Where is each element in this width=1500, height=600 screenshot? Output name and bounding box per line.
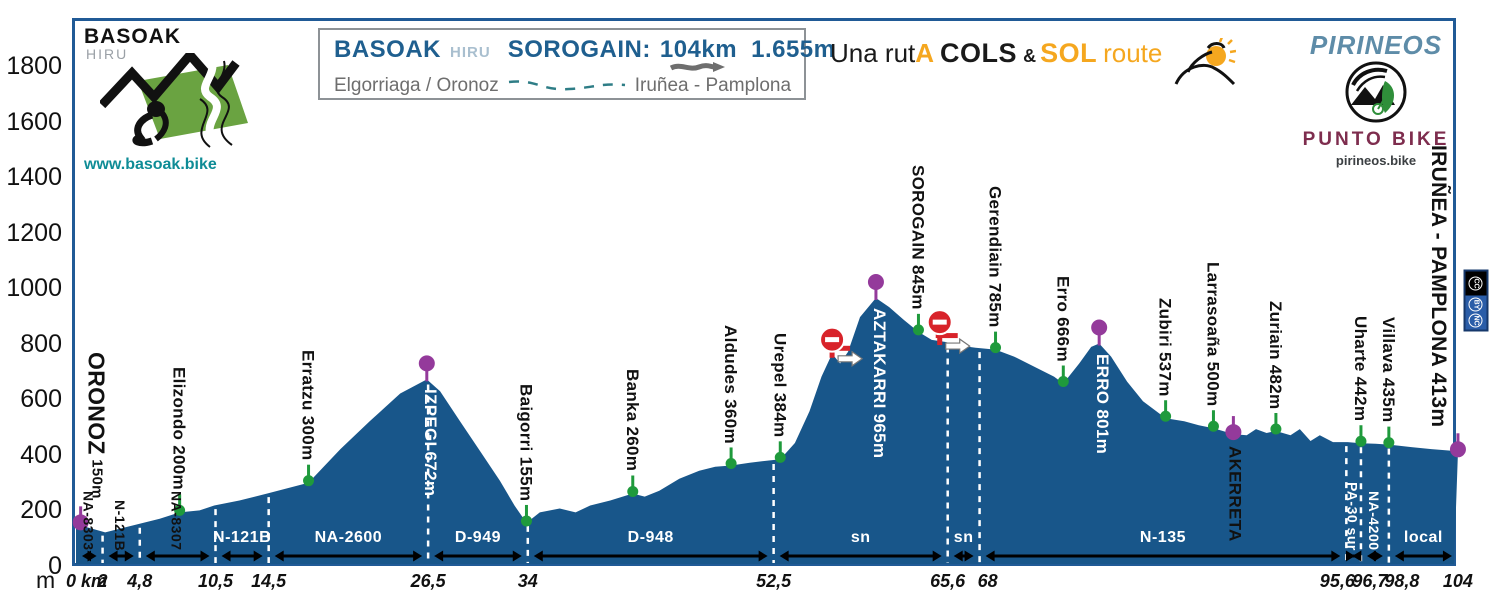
place-label: Baigorri 155m (516, 383, 536, 501)
place-label: ERRO 801m (1093, 353, 1113, 454)
road-label: NA-8307 (168, 491, 185, 551)
x-axis-tick: 34 (517, 571, 538, 591)
slogan-amp: & (1023, 46, 1037, 66)
x-axis-tick: 65,6 (930, 571, 966, 591)
road-label: local (1403, 529, 1443, 546)
pirineos-mountain-icon (1345, 61, 1407, 123)
road-label: sn (953, 529, 974, 546)
place-label: Erratzu 300m (298, 350, 318, 461)
place-label: IZPEGI 672m (420, 389, 440, 497)
slogan-route: route (1103, 38, 1163, 68)
y-axis-tick: 600 (20, 385, 62, 414)
pirineos-url: pirineos.bike (1335, 153, 1417, 168)
title-distance: 104km (659, 36, 738, 63)
road-label: NA-8303 (80, 491, 97, 551)
title-end: Iruñea - Pamplona (634, 75, 792, 96)
route-title-box: BASOAK HIRU SOROGAIN: 104km 1.655m Elgor… (318, 28, 835, 100)
road-label: PA-30 sur (1344, 482, 1361, 551)
place-label: Aldudes 360m (721, 324, 741, 444)
x-axis-tick: 68 (977, 571, 998, 591)
pirineos-shop: PUNTO BIKE (1302, 129, 1450, 150)
place-label: Gerendiain 785m (985, 186, 1005, 328)
title-route: SOROGAIN: (507, 36, 651, 63)
x-axis-tick: 14,5 (251, 571, 287, 591)
y-axis-tick: 200 (20, 496, 62, 525)
slogan-sol: SOL (1040, 38, 1098, 68)
place-label-elevation: 150m (88, 454, 106, 499)
y-axis-tick: 1800 (6, 52, 62, 81)
road-label: D-949 (454, 529, 501, 546)
place-label: Uharte 442m (1350, 315, 1370, 422)
slogan-part1: Una rut (830, 38, 916, 68)
road-label: NA-2600 (314, 529, 383, 546)
slogan: Una rut A COLS & SOL route (830, 38, 1237, 86)
road-label: NA-4200 (1365, 491, 1382, 551)
pirineos-name: PIRINEOS (1309, 30, 1443, 60)
pirineos-logo: PIRINEOS PUNTO BIKE pirineos.bike (1296, 30, 1456, 168)
place-label: AKERRETA (1225, 446, 1245, 542)
title-brand-sub: HIRU (450, 44, 491, 61)
place-label: Banka 260m (622, 369, 642, 472)
place-label: Zuriain 482m (1265, 300, 1285, 410)
x-axis-tick: 96,7 (1352, 571, 1388, 591)
title-elevation-gain: 1.655m (751, 36, 836, 63)
place-label: Erro 666m (1053, 275, 1073, 362)
road-label: D-948 (627, 529, 674, 546)
place-label: Larrasoaña 500m (1203, 261, 1223, 407)
place-label: ORONOZ 150m (83, 352, 110, 499)
title-brand: BASOAK (334, 36, 442, 63)
place-label-name: ORONOZ (83, 351, 110, 455)
cc-nc-icon: NC (1469, 313, 1483, 328)
basoak-logo-name: BASOAK (84, 25, 182, 48)
x-axis-tick: 0 km (66, 571, 108, 591)
basoak-logo-sub: HIRU (86, 46, 129, 62)
place-label: Urepel 384m (770, 332, 790, 438)
road-label: N-121B (213, 529, 272, 546)
distance-arrow-icon (670, 62, 726, 72)
y-axis-tick: 1400 (6, 163, 62, 192)
y-axis-tick: 800 (20, 329, 62, 358)
y-axis-tick: 0 (48, 552, 62, 580)
basoak-url: www.basoak.bike (84, 156, 217, 173)
title-start: Elgorriaga / Oronoz (334, 75, 499, 96)
x-axis-tick: 10,5 (197, 571, 234, 591)
cc-icon: CC (1469, 276, 1483, 291)
x-axis-tick: 98,8 (1384, 571, 1420, 591)
y-axis-tick: 1600 (6, 107, 62, 136)
place-label: Zubiri 537m (1155, 297, 1175, 397)
cc-by-icon: BY (1469, 297, 1483, 312)
route-dashed-line-icon (508, 80, 625, 91)
place-label: SOROGAIN 845m (908, 165, 928, 310)
place-label: Villava 435m (1378, 317, 1398, 423)
place-label: IRUÑEA - PAMPLONA 413m (1426, 144, 1450, 428)
y-axis-tick: 1200 (6, 218, 62, 247)
place-label: AZTAKARRI 965m (869, 307, 889, 459)
road-label: sn (850, 529, 871, 546)
basoak-logo: BASOAK HIRU www.basoak.bike (84, 26, 314, 176)
road-label: N-121B (112, 499, 129, 551)
x-axis-tick: 104 (1442, 571, 1473, 591)
road-label: N-135 (1139, 529, 1186, 546)
place-label: Elizondo 200m (169, 367, 189, 491)
y-axis-unit: m (36, 567, 56, 593)
y-axis-tick: 400 (20, 440, 62, 469)
x-axis-tick: 95,6 (1319, 571, 1355, 591)
slogan-accent1: A (915, 38, 935, 68)
x-axis-tick: 26,5 (410, 571, 446, 591)
basoak-mountain-bike-icon (98, 48, 248, 149)
y-axis-tick: 1000 (6, 274, 62, 303)
x-axis-tick: 4,8 (127, 571, 153, 591)
x-axis-tick: 52,5 (756, 571, 792, 591)
slogan-cols: COLS (940, 38, 1018, 68)
cc-license-badge: CC BY NC (1463, 269, 1489, 332)
cyclist-sun-icon (1174, 38, 1237, 86)
x-axis-tick: 2 (97, 571, 108, 591)
